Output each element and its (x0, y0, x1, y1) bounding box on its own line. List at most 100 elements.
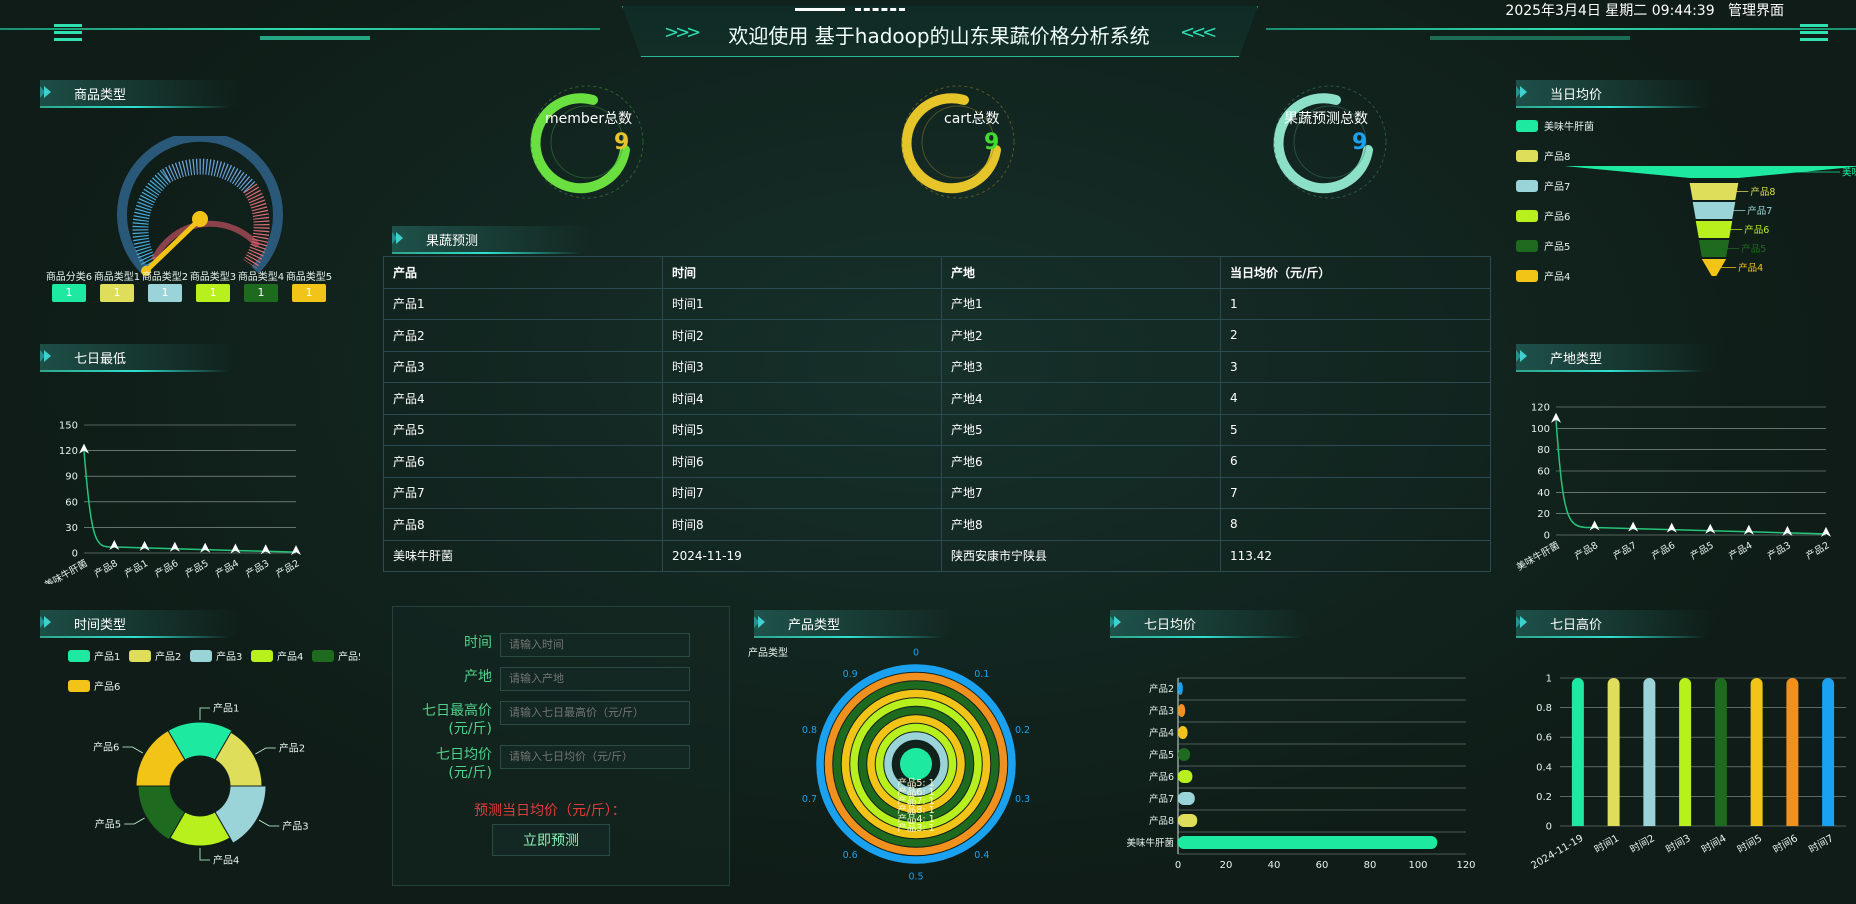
gauge-category-value: 1 (292, 284, 326, 302)
data-point (1666, 522, 1677, 533)
ring-label: 产品6: 1 (897, 786, 934, 798)
y-tick-label: 0 (1544, 531, 1550, 542)
table-row: 产品3 时间3 产地3 3 (383, 350, 1491, 383)
y-tick-label: 30 (65, 523, 78, 534)
angle-tick-label: 0.3 (1015, 794, 1030, 805)
y-tick-label: 80 (1537, 445, 1550, 456)
legend-swatch (68, 650, 90, 662)
legend-swatch (312, 650, 334, 662)
table-cell: 时间7 (662, 476, 942, 509)
section-prediction: 果蔬预测 (392, 226, 622, 254)
table-cell: 时间5 (662, 413, 942, 446)
table-cell: 时间4 (662, 382, 942, 415)
bar (1571, 678, 1584, 826)
legend-label: 产品7 (1544, 180, 1570, 193)
y-tick-label: 120 (1531, 403, 1550, 414)
menu-icon[interactable] (54, 24, 82, 27)
slice-label: 产品3 (282, 820, 308, 833)
data-point (139, 540, 150, 551)
slice-label: 产品4 (213, 854, 239, 867)
y-tick-label: 0 (72, 549, 78, 560)
section-product-type: 产品类型 (754, 610, 984, 638)
counter-ring (901, 85, 1015, 199)
bar (1714, 678, 1727, 826)
table-cell: 美味牛肝菌 (383, 539, 663, 572)
x-tick-label: 产品3 (244, 557, 272, 580)
origin-input[interactable] (500, 667, 690, 691)
header-line-left (0, 28, 600, 30)
y-tick-label: 产品5 (1149, 749, 1174, 761)
gauge-category-value: 1 (196, 284, 230, 302)
col-origin: 产地 (941, 256, 1221, 289)
y-tick-label: 150 (59, 421, 78, 432)
x-tick-label: 20 (1220, 860, 1233, 871)
time-input[interactable] (500, 633, 690, 657)
angle-tick-label: 0.1 (974, 669, 989, 680)
table-cell: 产品1 (383, 287, 663, 320)
label-leader (122, 746, 144, 754)
legend-swatch (1516, 180, 1538, 192)
gauge-category-label: 商品类型5 (285, 272, 333, 283)
radial-ring (824, 672, 1008, 856)
seven-day-high-input[interactable] (500, 701, 690, 725)
legend-label: 美味牛肝菌 (1544, 120, 1594, 133)
goods-gauge (117, 136, 283, 276)
funnel-segment (1695, 221, 1733, 238)
funnel-label: 产品8 (1750, 186, 1775, 198)
predict-button[interactable]: 立即预测 (492, 824, 610, 856)
funnel-segment (1698, 240, 1730, 257)
counter-member-value: 9 (614, 130, 630, 155)
table-cell: 时间6 (662, 445, 942, 478)
legend-swatch (1516, 240, 1538, 252)
x-tick-label: 产品8 (1572, 539, 1600, 562)
x-tick-label: 产品6 (1650, 539, 1678, 562)
header-deco (855, 8, 905, 14)
radial-ring (816, 664, 1016, 864)
data-point (1705, 523, 1716, 534)
section-time-type: 时间类型 (40, 610, 270, 638)
gauge-tip (141, 266, 151, 276)
pie-slice (169, 811, 231, 847)
y-tick-label: 20 (1537, 509, 1550, 520)
admin-link[interactable]: 管理界面 (1728, 3, 1784, 19)
bar (1786, 678, 1799, 826)
legend-label: 产品6 (1544, 210, 1570, 223)
clock-bar: 2025年3月4日 星期二 09:44:39 管理界面 (1505, 0, 1784, 20)
data-point (230, 543, 241, 554)
header-deco (795, 8, 845, 11)
y-tick-label: 90 (65, 472, 78, 483)
table-row: 产品5 时间5 产地5 5 (383, 413, 1491, 446)
section-goods-type: 商品类型 (40, 80, 270, 108)
x-tick-label: 产品6 (153, 557, 181, 580)
x-tick-label: 时间5 (1735, 831, 1764, 855)
x-tick-label: 时间3 (1663, 831, 1692, 855)
x-tick-label: 产品5 (1688, 539, 1716, 562)
legend-label: 产品8 (1544, 150, 1570, 163)
origin-type-chart: 0 20 40 60 80 100 120 美味牛肝菌 产品8 产品7 产品6 产品5 产品4 产品3 产品… (1516, 403, 1832, 574)
legend-swatch (68, 680, 90, 692)
funnel-segment (1701, 259, 1727, 276)
gauge-category-value: 1 (148, 284, 182, 302)
funnel-label: 产品7 (1747, 205, 1772, 217)
table-cell: 产品7 (383, 476, 663, 509)
x-tick-label: 产品5 (183, 557, 211, 580)
x-tick-label: 时间4 (1699, 831, 1728, 855)
radial-ring (841, 689, 991, 839)
data-point (1589, 520, 1600, 531)
y-tick-label: 美味牛肝菌 (1126, 837, 1174, 849)
seven-day-avg-input[interactable] (500, 745, 690, 769)
data-point (291, 545, 301, 556)
table-cell: 5 (1220, 413, 1491, 446)
menu-icon[interactable] (1800, 24, 1828, 27)
x-tick-label: 产品8 (92, 557, 120, 580)
table-cell: 时间1 (662, 287, 942, 320)
counter-prediction-value: 9 (1352, 130, 1368, 155)
angle-tick-label: 0.8 (802, 725, 817, 736)
y-tick-label: 40 (1537, 488, 1550, 499)
y-tick-label: 产品8 (1149, 815, 1174, 827)
table-cell: 产地1 (941, 287, 1221, 320)
y-tick-label: 100 (1531, 424, 1550, 435)
angle-tick-label: 0.7 (802, 794, 817, 805)
x-tick-label: 产品4 (1727, 539, 1755, 562)
funnel-label: 产品5 (1741, 243, 1766, 255)
